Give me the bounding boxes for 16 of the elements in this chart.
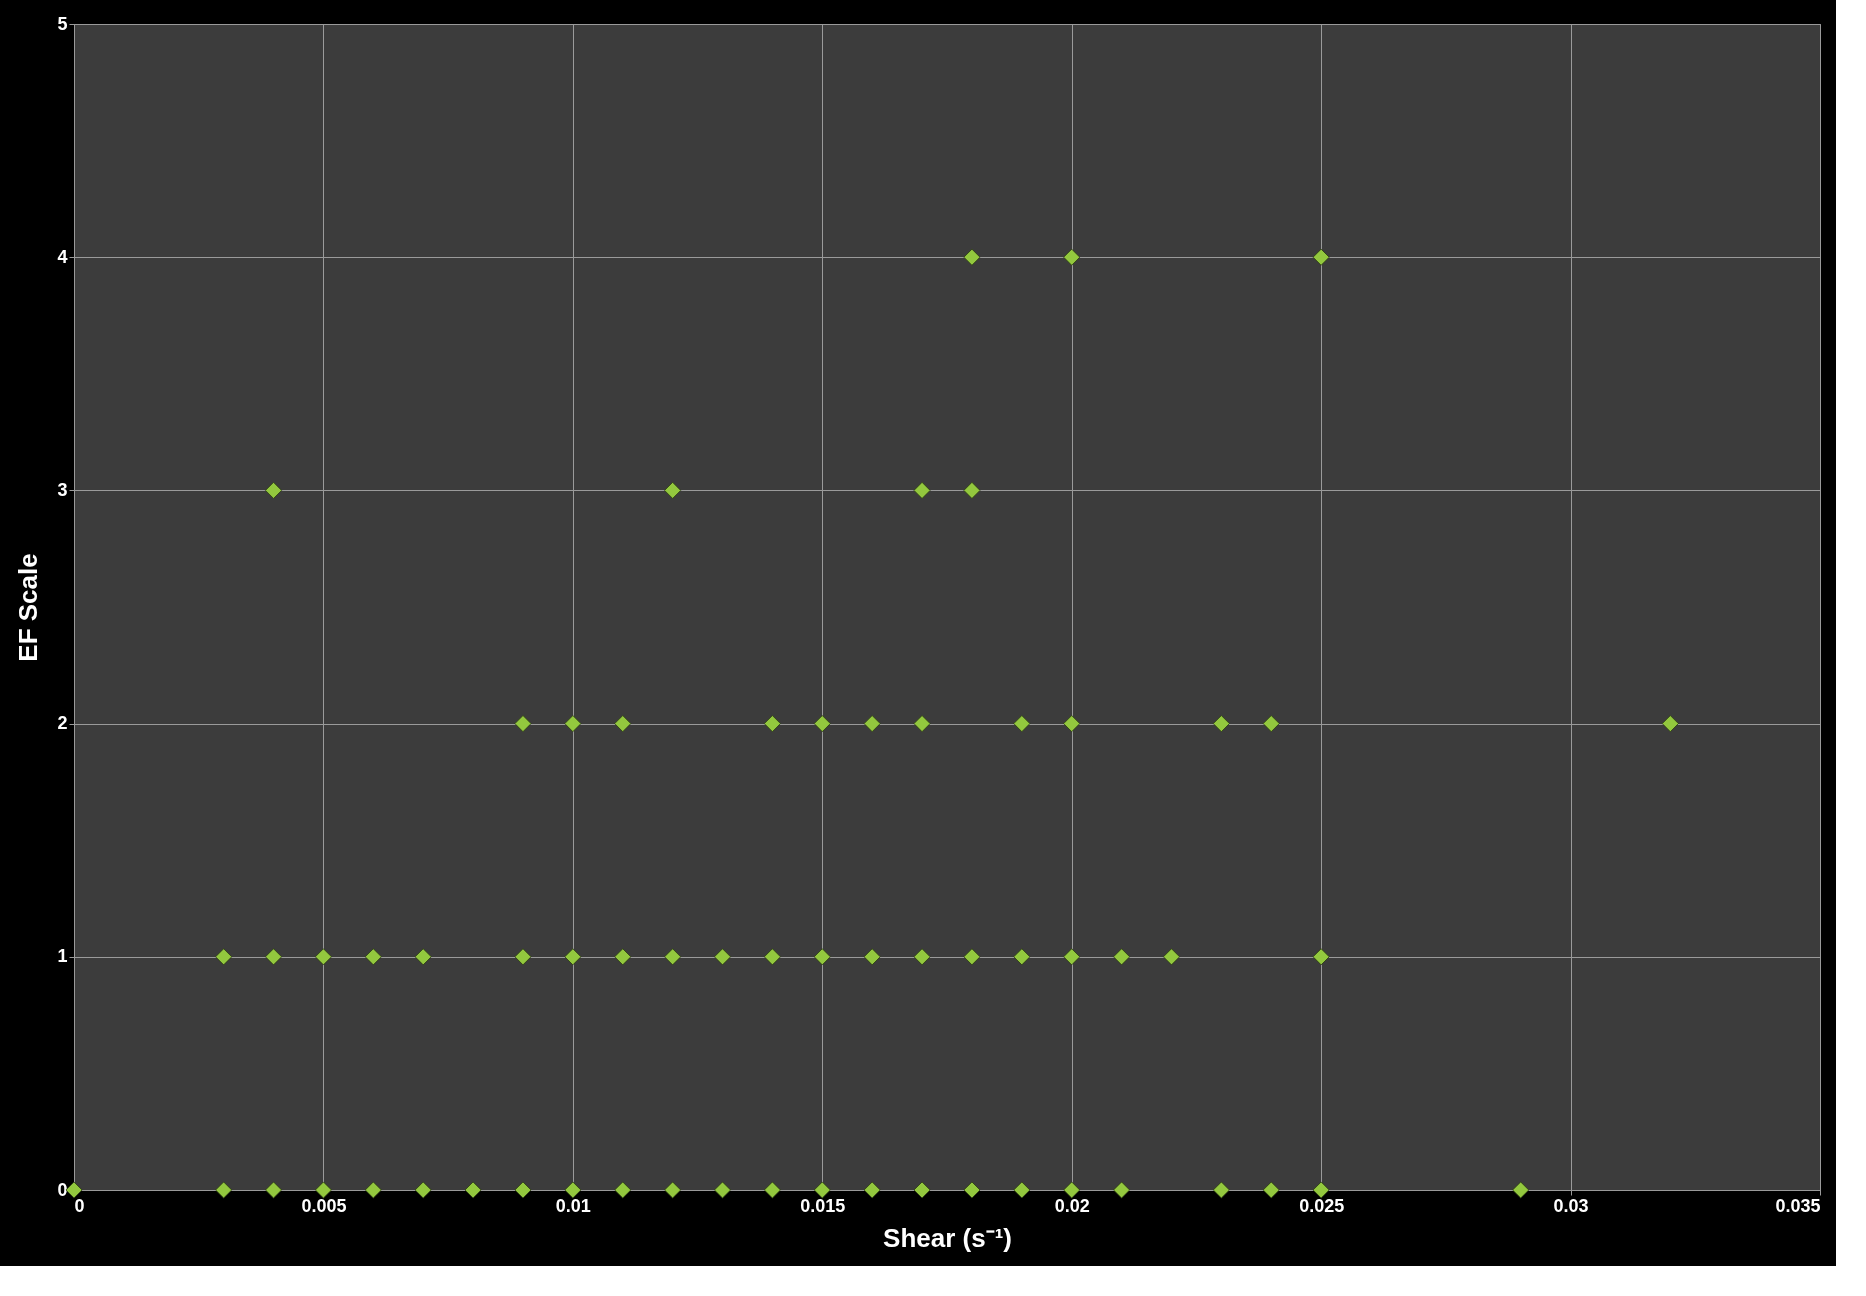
y-tick-label: 1 bbox=[57, 946, 68, 967]
y-tick-label: 2 bbox=[57, 713, 68, 734]
y-tick-label: 4 bbox=[57, 246, 68, 267]
y-axis-title: EF Scale bbox=[13, 553, 44, 662]
x-tick-label: 0.01 bbox=[555, 1195, 591, 1216]
x-tick-label: 0 bbox=[74, 1195, 85, 1216]
y-tick-label: 5 bbox=[57, 13, 68, 34]
x-tick-label: 0.025 bbox=[1299, 1195, 1345, 1216]
x-tick-label: 0.005 bbox=[301, 1195, 347, 1216]
x-tick-label: 0.015 bbox=[800, 1195, 846, 1216]
x-tick-label: 0.035 bbox=[1775, 1195, 1821, 1216]
x-tick-label: 0.03 bbox=[1553, 1195, 1589, 1216]
x-tick-label: 0.02 bbox=[1054, 1195, 1090, 1216]
y-tick-label: 3 bbox=[57, 479, 68, 500]
y-tick-label: 0 bbox=[57, 1179, 68, 1200]
x-axis-title: Shear (s⁻¹) bbox=[883, 1222, 1012, 1253]
